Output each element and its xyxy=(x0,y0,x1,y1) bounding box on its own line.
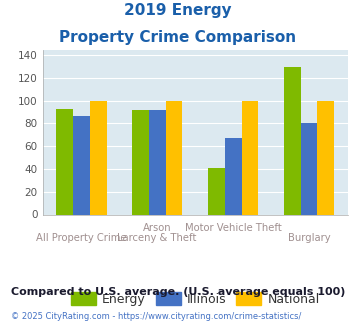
Bar xyxy=(166,101,182,214)
Text: Arson: Arson xyxy=(143,223,171,233)
Bar xyxy=(241,101,258,214)
Bar xyxy=(90,101,106,214)
Bar xyxy=(149,110,166,214)
Text: Motor Vehicle Theft: Motor Vehicle Theft xyxy=(185,223,282,233)
Legend: Energy, Illinois, National: Energy, Illinois, National xyxy=(66,287,325,311)
Bar xyxy=(208,168,225,214)
Text: © 2025 CityRating.com - https://www.cityrating.com/crime-statistics/: © 2025 CityRating.com - https://www.city… xyxy=(11,312,301,321)
Text: Burglary: Burglary xyxy=(288,233,331,243)
Text: Compared to U.S. average. (U.S. average equals 100): Compared to U.S. average. (U.S. average … xyxy=(11,287,345,297)
Bar xyxy=(225,138,241,214)
Text: Property Crime Comparison: Property Crime Comparison xyxy=(59,30,296,45)
Bar xyxy=(284,67,301,214)
Bar xyxy=(73,115,90,214)
Bar xyxy=(317,101,334,214)
Text: 2019 Energy: 2019 Energy xyxy=(124,3,231,18)
Bar xyxy=(56,109,73,214)
Text: All Property Crime: All Property Crime xyxy=(36,233,126,243)
Bar xyxy=(301,123,317,214)
Bar xyxy=(132,110,149,214)
Text: Larceny & Theft: Larceny & Theft xyxy=(118,233,197,243)
